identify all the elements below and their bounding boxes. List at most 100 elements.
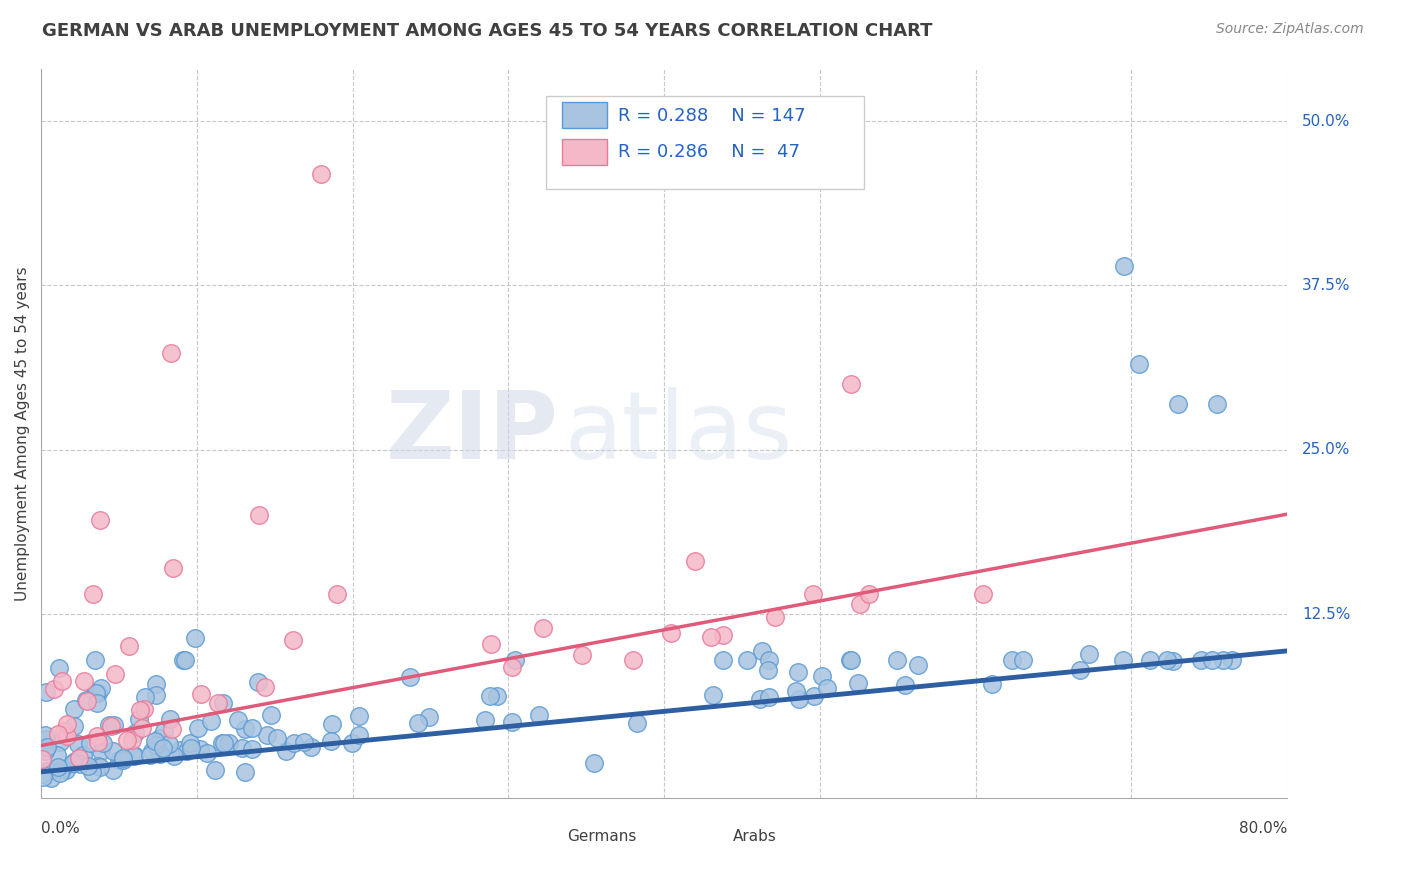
Point bbox=[527, 708, 550, 723]
Point bbox=[143, 734, 166, 748]
Point bbox=[1206, 397, 1229, 411]
Text: 0.0%: 0.0% bbox=[41, 822, 80, 837]
Text: R = 0.288    N = 147: R = 0.288 N = 147 bbox=[619, 107, 806, 125]
Point bbox=[103, 744, 125, 758]
Point bbox=[1112, 259, 1135, 273]
Point bbox=[758, 653, 780, 667]
Point bbox=[104, 667, 127, 681]
Point bbox=[35, 732, 58, 747]
Point bbox=[87, 686, 110, 700]
Point bbox=[299, 740, 322, 755]
Point bbox=[242, 721, 264, 735]
Point bbox=[124, 749, 146, 764]
Point bbox=[1156, 653, 1178, 667]
Text: 37.5%: 37.5% bbox=[1302, 278, 1351, 293]
Point bbox=[100, 719, 122, 733]
Point bbox=[163, 749, 186, 764]
Point bbox=[711, 653, 734, 667]
Point bbox=[62, 702, 84, 716]
Point bbox=[153, 724, 176, 739]
Text: 80.0%: 80.0% bbox=[1239, 822, 1288, 837]
Point bbox=[51, 673, 73, 688]
Point bbox=[44, 681, 66, 696]
Point bbox=[82, 587, 104, 601]
Point bbox=[124, 726, 146, 740]
Point bbox=[174, 653, 197, 667]
Point bbox=[256, 728, 278, 742]
Point bbox=[52, 724, 75, 739]
Point bbox=[226, 713, 249, 727]
Point bbox=[1161, 654, 1184, 668]
Point bbox=[145, 738, 167, 752]
Point bbox=[49, 765, 72, 780]
Point bbox=[839, 653, 862, 667]
Point bbox=[212, 696, 235, 710]
Point bbox=[839, 377, 862, 392]
Point bbox=[176, 744, 198, 758]
Point bbox=[139, 748, 162, 763]
Point bbox=[347, 709, 370, 723]
Point bbox=[582, 756, 605, 771]
Point bbox=[179, 736, 201, 750]
Point bbox=[86, 729, 108, 743]
Point bbox=[89, 760, 111, 774]
FancyBboxPatch shape bbox=[562, 138, 607, 165]
Y-axis label: Unemployment Among Ages 45 to 54 years: Unemployment Among Ages 45 to 54 years bbox=[15, 266, 30, 600]
Point bbox=[162, 560, 184, 574]
Point bbox=[169, 742, 191, 756]
Point bbox=[571, 648, 593, 663]
Point bbox=[46, 727, 69, 741]
Point bbox=[82, 764, 104, 779]
Point bbox=[787, 665, 810, 679]
Point bbox=[486, 689, 509, 703]
Point bbox=[785, 684, 807, 698]
Point bbox=[531, 622, 554, 636]
Point bbox=[86, 758, 108, 772]
Point bbox=[801, 587, 824, 601]
Point bbox=[311, 167, 333, 181]
Point bbox=[218, 736, 240, 750]
Point bbox=[787, 691, 810, 706]
Point bbox=[34, 744, 56, 758]
Point bbox=[283, 633, 305, 648]
Point bbox=[145, 689, 167, 703]
Point bbox=[711, 628, 734, 642]
Point bbox=[103, 718, 125, 732]
Point bbox=[347, 728, 370, 742]
Point bbox=[501, 715, 523, 730]
Point bbox=[55, 764, 77, 778]
Point bbox=[858, 587, 880, 601]
Point bbox=[76, 694, 98, 708]
Point bbox=[187, 721, 209, 735]
Point bbox=[266, 731, 288, 745]
Point bbox=[479, 637, 502, 651]
Point bbox=[145, 677, 167, 691]
Point bbox=[838, 653, 860, 667]
Point bbox=[152, 740, 174, 755]
Point bbox=[90, 744, 112, 758]
Point bbox=[811, 669, 834, 683]
Point bbox=[128, 703, 150, 717]
Point bbox=[56, 717, 79, 731]
Point bbox=[1128, 357, 1150, 371]
Point bbox=[231, 740, 253, 755]
Point bbox=[72, 747, 94, 762]
Point bbox=[893, 678, 915, 692]
Point bbox=[886, 653, 908, 667]
Point bbox=[83, 686, 105, 700]
Point bbox=[112, 751, 135, 765]
Point bbox=[101, 763, 124, 777]
Point bbox=[63, 719, 86, 733]
Point bbox=[131, 721, 153, 735]
Point bbox=[98, 718, 121, 732]
Point bbox=[406, 715, 429, 730]
Point bbox=[141, 743, 163, 757]
FancyBboxPatch shape bbox=[562, 102, 607, 128]
FancyBboxPatch shape bbox=[546, 95, 863, 189]
Point bbox=[702, 688, 724, 702]
Point bbox=[149, 747, 172, 761]
Point bbox=[260, 707, 283, 722]
Point bbox=[157, 737, 180, 751]
Point bbox=[1112, 653, 1135, 667]
Point bbox=[907, 657, 929, 672]
